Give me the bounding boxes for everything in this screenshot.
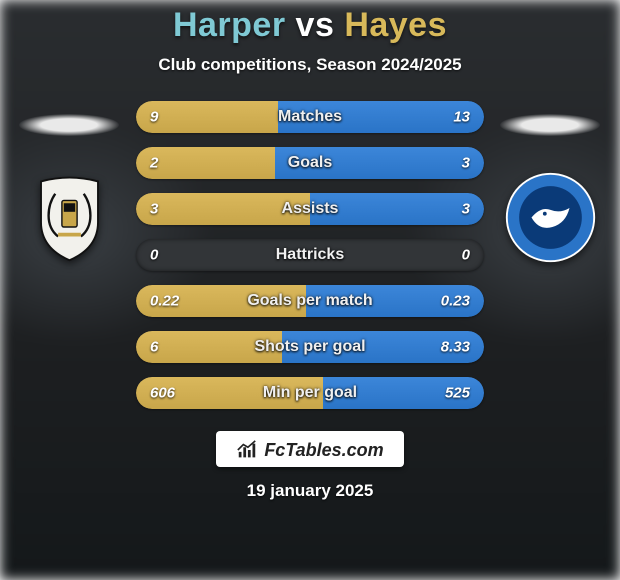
stat-left-fill (136, 377, 323, 409)
stat-row: 33Assists (136, 193, 484, 225)
chart-icon (236, 439, 258, 461)
stat-row: 68.33Shots per goal (136, 331, 484, 363)
crest-shadow-left (19, 114, 119, 136)
stat-left-fill (136, 193, 310, 225)
stat-bars: 913Matches 23Goals 33Assists 0 0Hattricks 0.2… (136, 101, 484, 409)
crest-right-svg (503, 170, 598, 265)
club-crest-left (22, 170, 117, 265)
stat-right-fill (275, 147, 484, 179)
stat-row: 913Matches (136, 101, 484, 133)
stat-label: Hattricks (136, 246, 484, 264)
logo-text: FcTables.com (264, 440, 383, 461)
stat-left-fill (136, 101, 278, 133)
stat-row: 606525Min per goal (136, 377, 484, 409)
crest-left-svg (22, 170, 117, 265)
stat-right-fill (310, 193, 484, 225)
fctables-logo: FcTables.com (216, 431, 403, 467)
player1-name: Harper (173, 6, 286, 44)
stat-left-fill (136, 285, 306, 317)
stat-left-value: 0 (150, 247, 158, 264)
stat-right-fill (278, 101, 484, 133)
crest-shadow-right (500, 114, 600, 136)
title-vs: vs (296, 6, 335, 44)
stat-row: 23Goals (136, 147, 484, 179)
stat-right-value: 0 (462, 247, 470, 264)
date: 19 january 2025 (247, 481, 374, 501)
stat-right-fill (306, 285, 484, 317)
club-crest-right (503, 170, 598, 265)
comparison-card: Harper vs Hayes Club competitions, Seaso… (0, 0, 620, 580)
stat-left-fill (136, 147, 275, 179)
subtitle: Club competitions, Season 2024/2025 (158, 55, 461, 75)
player2-name: Hayes (344, 6, 447, 44)
stat-row: 0.220.23Goals per match (136, 285, 484, 317)
title: Harper vs Hayes (173, 6, 447, 45)
stat-right-fill (282, 331, 484, 363)
stat-left-fill (136, 331, 282, 363)
stat-row: 0 0Hattricks (136, 239, 484, 271)
stat-right-fill (323, 377, 484, 409)
